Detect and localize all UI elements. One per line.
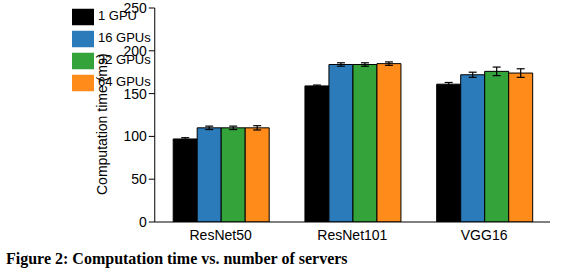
svg-text:0: 0 bbox=[139, 214, 147, 230]
svg-text:50: 50 bbox=[131, 171, 147, 187]
svg-text:ResNet50: ResNet50 bbox=[189, 227, 251, 243]
svg-text:200: 200 bbox=[123, 43, 147, 59]
svg-text:150: 150 bbox=[123, 86, 147, 102]
svg-text:VGG16: VGG16 bbox=[461, 227, 508, 243]
svg-text:Computation time (ms): Computation time (ms) bbox=[94, 53, 110, 195]
svg-text:100: 100 bbox=[123, 128, 147, 144]
svg-text:ResNet101: ResNet101 bbox=[317, 227, 387, 243]
svg-text:250: 250 bbox=[123, 0, 147, 16]
